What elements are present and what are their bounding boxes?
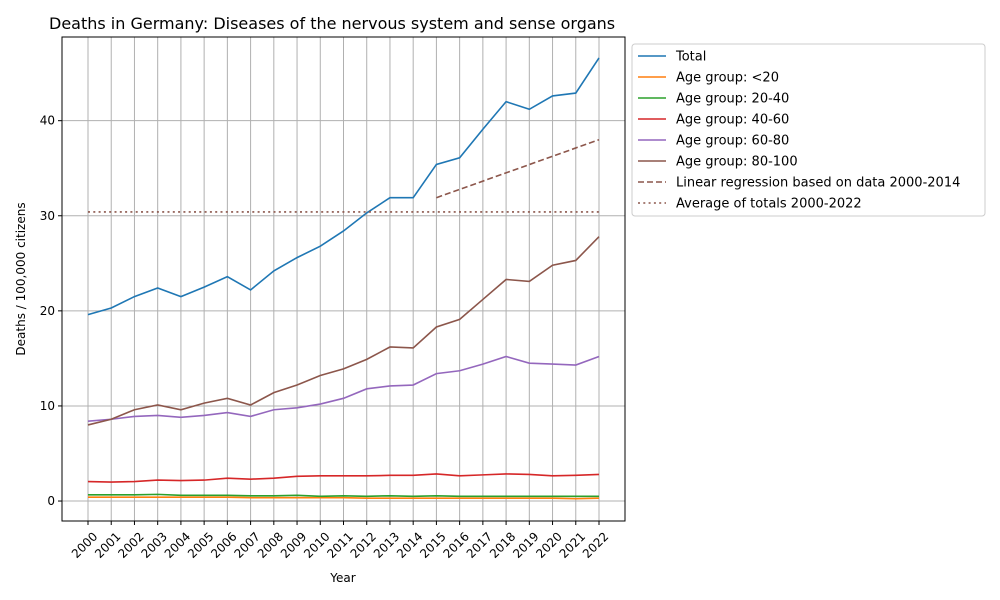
x-tick-label: 2017 (464, 529, 495, 560)
x-tick-label: 2013 (371, 529, 402, 560)
y-tick-label: 0 (47, 494, 55, 508)
legend-entry: Average of totals 2000-2022 (676, 197, 862, 212)
series-line-age-group-20 (88, 496, 600, 500)
series-line-linear-regression-based-on-data-2000-2014 (436, 138, 600, 199)
legend-entry: Age group: <20 (676, 71, 779, 86)
x-tick-label: 2016 (440, 529, 471, 560)
legend-entry: Total (675, 50, 706, 65)
x-tick-label: 2019 (510, 529, 541, 560)
y-axis-label: Deaths / 100,000 citizens (14, 202, 28, 355)
x-tick-label: 2021 (557, 529, 588, 560)
legend-entry: Age group: 40-60 (676, 113, 789, 128)
x-tick-label: 2010 (301, 529, 332, 560)
x-tick-label: 2014 (394, 529, 425, 560)
x-tick-label: 2015 (417, 529, 448, 560)
x-axis-label: Year (329, 571, 355, 585)
legend: Total Age group: <20 Age group: 20-40 Age g… (631, 43, 986, 217)
legend-entry: Age group: 60-80 (676, 134, 789, 149)
x-tick-label: 2012 (348, 529, 379, 560)
legend-entry: Age group: 80-100 (676, 155, 798, 170)
x-tick-label: 2001 (92, 529, 123, 560)
x-tick-label: 2000 (69, 529, 100, 560)
x-tick-label: 2002 (115, 529, 146, 560)
y-tick-label: 20 (40, 304, 55, 318)
x-tick-label: 2009 (278, 529, 309, 560)
x-tick-label: 2011 (324, 529, 355, 560)
x-tick-label: 2008 (255, 529, 286, 560)
y-tick-label: 30 (40, 209, 55, 223)
y-tick-label: 10 (40, 399, 55, 413)
x-tick-label: 2020 (533, 529, 564, 560)
legend-entry: Linear regression based on data 2000-201… (676, 176, 960, 191)
legend-entry: Age group: 20-40 (676, 92, 789, 107)
x-tick-label: 2007 (231, 529, 262, 560)
x-tick-label: 2005 (185, 529, 216, 560)
y-tick-label: 40 (40, 114, 55, 128)
chart-title: Deaths in Germany: Diseases of the nervo… (49, 14, 615, 33)
x-tick-label: 2018 (487, 529, 518, 560)
x-tick-label: 2003 (139, 529, 170, 560)
x-tick-label: 2004 (162, 529, 193, 560)
x-tick-label: 2006 (208, 529, 239, 560)
x-tick-label: 2022 (580, 529, 611, 560)
